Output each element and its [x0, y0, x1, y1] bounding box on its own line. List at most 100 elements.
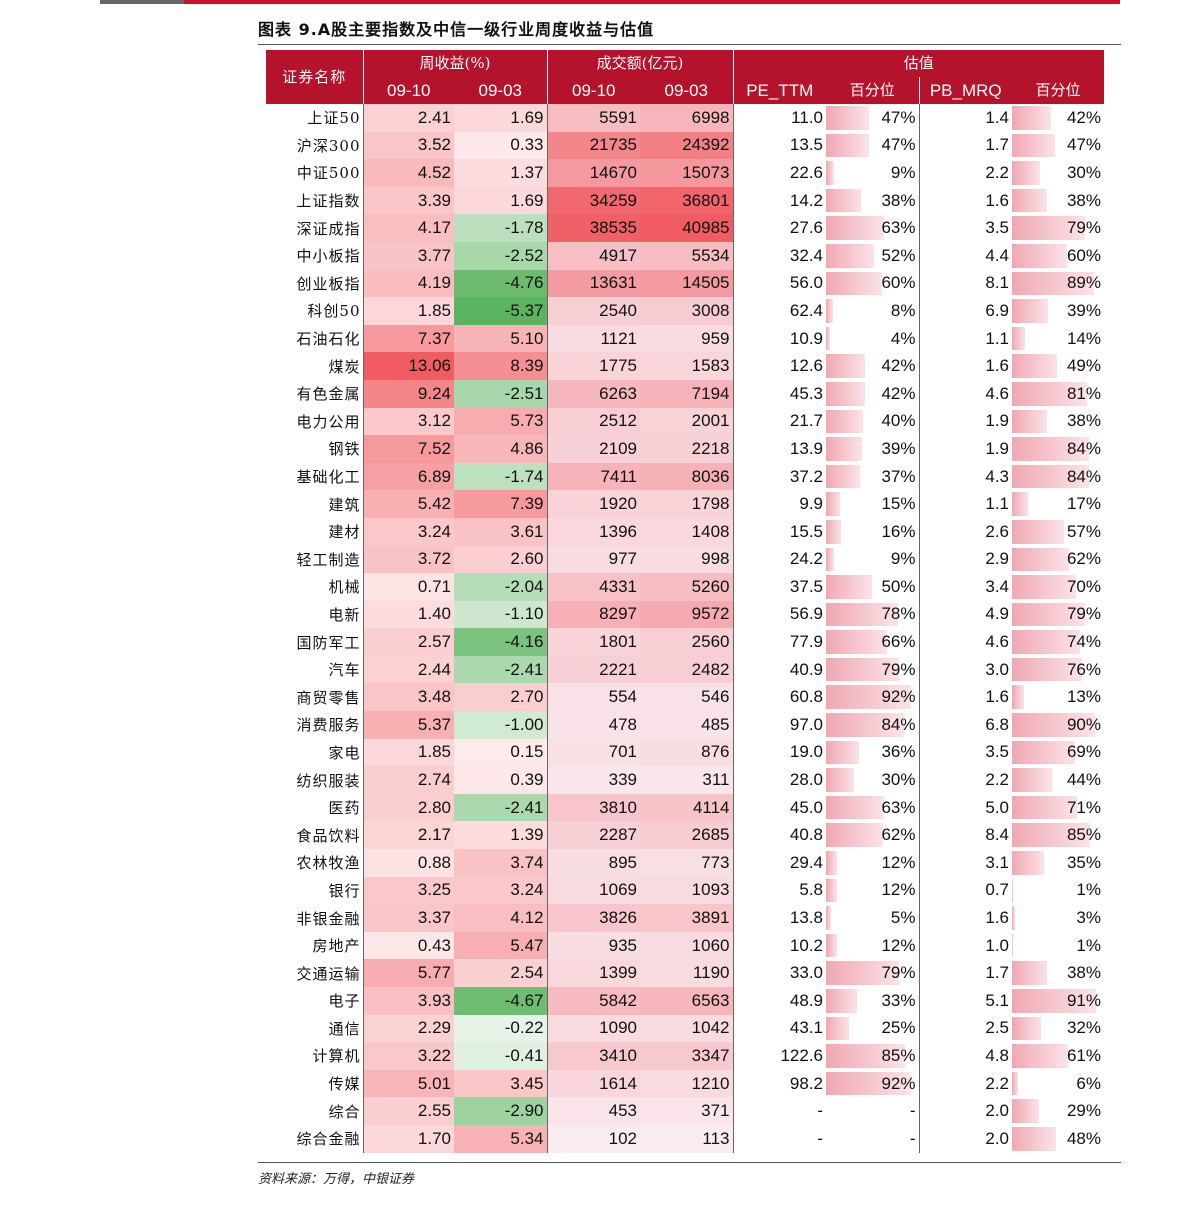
cell-pe-ttm: 27.6: [732, 214, 826, 242]
cell-pb-pct: 74%: [1012, 628, 1104, 656]
cell-pe-pct: 63%: [826, 214, 919, 242]
cell-ret-d1: 2.17: [362, 821, 454, 850]
table-row: 家电 1.85 0.15 701 876 19.0 36% 3.5 69%: [266, 738, 1104, 767]
cell-pe-ttm: 40.9: [732, 655, 826, 684]
cell-text: 84%: [881, 714, 916, 734]
cell-vol-d2: 113: [640, 1124, 733, 1153]
cell-security-name: 有色金属: [296, 385, 361, 404]
cell-ret-d2: 2.70: [454, 683, 547, 712]
percentile-bar: [1012, 823, 1091, 848]
cell-vol-d1: 4331: [546, 573, 640, 601]
cell-pe-pct: 85%: [826, 1042, 919, 1070]
cell-text: 76%: [1066, 659, 1101, 679]
cell-pb-pct: 47%: [1012, 132, 1104, 160]
cell-security-name: 基础化工: [296, 468, 361, 487]
cell-pe-ttm: 11.0: [732, 104, 826, 132]
cell-security-name: 国防军工: [296, 633, 361, 652]
cell-security-name: 机械: [328, 578, 361, 597]
header-ret-d2: 09-03: [454, 77, 547, 104]
percentile-bar: [1012, 1099, 1039, 1123]
percentile-bar: [1012, 575, 1077, 599]
percentile-bar: [1012, 1126, 1057, 1151]
cell-pe-pct: 12%: [826, 932, 919, 960]
cell-ret-d1: 1.70: [362, 1124, 454, 1153]
cell-pe-pct: 9%: [826, 159, 919, 187]
cell-pe-pct: 42%: [826, 380, 919, 408]
cell-vol-d1: 6263: [546, 379, 640, 408]
cell-ret-d2: -2.04: [454, 573, 547, 601]
cell-text: 92%: [881, 1073, 916, 1093]
cell-text: 63%: [881, 218, 916, 238]
cell-text: 38%: [1066, 411, 1101, 431]
percentile-bar: [1012, 768, 1053, 792]
cell-pb-mrq: 0.7: [918, 876, 1012, 905]
cell-security-name: 非银金融: [296, 909, 361, 928]
cell-pe-pct: 15%: [826, 490, 919, 518]
cell-ret-d2: 0.39: [454, 766, 547, 794]
cell-pe-ttm: 22.6: [732, 159, 826, 187]
percentile-bar: [826, 989, 857, 1013]
cell-pb-mrq: 4.3: [918, 462, 1012, 491]
cell-ret-d2: -1.00: [454, 711, 547, 739]
percentile-bar: [826, 271, 882, 296]
cell-vol-d2: 959: [640, 324, 733, 353]
cell-ret-d2: 2.60: [454, 545, 547, 574]
percentile-bar: [1012, 602, 1085, 627]
cell-ret-d2: 3.74: [454, 849, 547, 877]
table-row: 纺织服装 2.74 0.39 339 311 28.0 30% 2.2 44%: [266, 766, 1104, 794]
cell-text: 44%: [1066, 770, 1101, 790]
cell-security-name: 上证指数: [296, 192, 361, 211]
cell-vol-d1: 935: [546, 931, 640, 960]
table-row: 传媒 5.01 3.45 1614 1210 98.2 92% 2.2 6%: [266, 1069, 1104, 1098]
figure-title: 图表 9.A股主要指数及中信一级行业周度收益与估值: [258, 20, 655, 39]
cell-text: 13%: [1066, 687, 1101, 707]
cell-pb-pct: 48%: [1012, 1125, 1104, 1153]
top-accent-bar-dark: [100, 0, 184, 4]
cell-ret-d1: 3.77: [362, 241, 454, 270]
cell-vol-d2: 1210: [640, 1069, 733, 1098]
cell-security-name: 轻工制造: [296, 550, 361, 569]
cell-vol-d2: 2560: [640, 628, 733, 656]
percentile-bar: [826, 381, 865, 406]
cell-ret-d2: -1.10: [454, 600, 547, 629]
cell-text: 92%: [881, 687, 916, 707]
percentile-bar: [1012, 547, 1070, 572]
cell-pb-pct: 89%: [1012, 270, 1104, 298]
percentile-bar: [1012, 1071, 1018, 1096]
cell-text: 30%: [881, 770, 916, 790]
cell-pb-pct: 57%: [1012, 518, 1104, 546]
percentile-bar: [1012, 133, 1056, 158]
cell-ret-d1: 1.85: [362, 738, 454, 767]
cell-pe-ttm: 5.8: [732, 876, 826, 905]
percentile-bar: [1012, 1044, 1069, 1068]
percentile-bar: [826, 188, 862, 213]
cell-text: 49%: [1066, 356, 1101, 376]
cell-text: 62%: [1066, 549, 1101, 569]
percentile-bar: [1012, 492, 1028, 516]
percentile-bar: [1012, 299, 1048, 323]
cell-pb-mrq: 2.0: [918, 1097, 1012, 1125]
cell-text: 63%: [881, 797, 916, 817]
cell-pe-ttm: 45.0: [732, 793, 826, 822]
cell-ret-d2: 8.39: [454, 352, 547, 380]
cell-ret-d1: 3.22: [362, 1042, 454, 1070]
cell-pe-ttm: 77.9: [732, 628, 826, 656]
cell-pe-pct: 66%: [826, 628, 919, 656]
cell-pe-pct: 40%: [826, 408, 919, 436]
cell-security-name: 科创50: [307, 302, 361, 321]
cell-vol-d1: 102: [546, 1124, 640, 1153]
cell-pb-mrq: 3.0: [918, 655, 1012, 684]
cell-text: 78%: [881, 604, 916, 624]
cell-pe-ttm: 24.2: [732, 545, 826, 574]
cell-text: 30%: [1066, 162, 1101, 182]
cell-security-name: 医药: [328, 799, 361, 818]
table-row: 电新 1.40 -1.10 8297 9572 56.9 78% 4.9 79%: [266, 600, 1104, 629]
cell-pb-pct: 38%: [1012, 408, 1104, 436]
cell-text: 39%: [1066, 300, 1101, 320]
cell-security-name: 房地产: [312, 937, 361, 956]
cell-text: 9%: [890, 162, 916, 182]
table-row: 电力公用 3.12 5.73 2512 2001 21.7 40% 1.9 38%: [266, 407, 1104, 436]
cell-text: 14%: [1066, 328, 1101, 348]
percentile-bar: [1012, 381, 1087, 406]
table-row: 计算机 3.22 -0.41 3410 3347 122.6 85% 4.8 61%: [266, 1042, 1104, 1070]
